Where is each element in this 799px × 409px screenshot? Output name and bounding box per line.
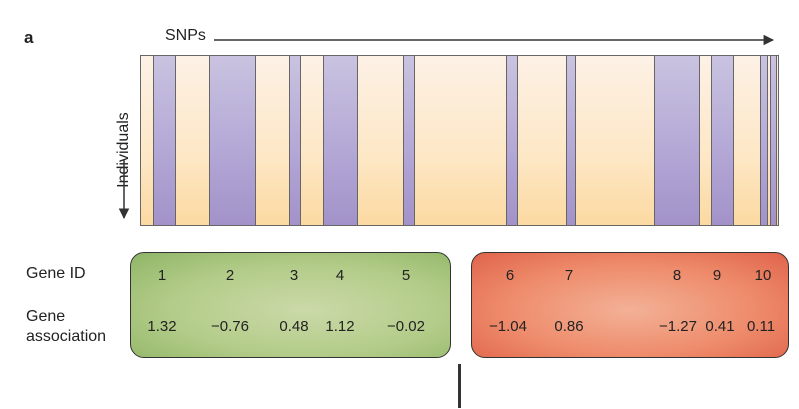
positive-gene-group — [130, 252, 451, 358]
panel-label: a — [24, 28, 34, 47]
gene-id-5: 5 — [401, 267, 411, 284]
connector-line — [458, 364, 461, 408]
gene-association-1: 1.32 — [147, 318, 177, 335]
gene-association-label-line2: association — [26, 328, 107, 345]
snp-band-gene-1 — [153, 56, 176, 225]
gene-id-8: 8 — [672, 267, 682, 284]
gene-id-1: 1 — [157, 267, 167, 284]
snp-band-gene-10a — [760, 56, 768, 225]
gene-association-2: −0.76 — [211, 318, 249, 335]
snp-band-gene-8 — [654, 56, 700, 225]
snp-band-gene-9 — [711, 56, 734, 225]
gene-id-9: 9 — [712, 267, 722, 284]
gene-id-7: 7 — [564, 267, 574, 284]
gene-association-10: 0.11 — [746, 318, 776, 335]
gene-association-label-line1: Gene — [26, 308, 66, 325]
gene-id-6: 6 — [505, 267, 515, 284]
gene-association-7: 0.86 — [554, 318, 584, 335]
snp-band-gene-2 — [209, 56, 256, 225]
gene-association-5: −0.02 — [387, 318, 425, 335]
gene-id-3: 3 — [289, 267, 299, 284]
snp-band-gene-5 — [403, 56, 415, 225]
gene-association-8: −1.27 — [659, 318, 697, 335]
snp-band-gene-10b — [770, 56, 777, 225]
snp-band-gene-3 — [289, 56, 301, 225]
snp-band-gene-6 — [506, 56, 518, 225]
negative-gene-group — [471, 252, 789, 358]
gene-id-4: 4 — [335, 267, 345, 284]
gene-association-9: 0.41 — [705, 318, 735, 335]
snp-band-gene-4 — [323, 56, 358, 225]
snps-axis-label: SNPs — [165, 27, 206, 44]
gene-association-3: 0.48 — [279, 318, 309, 335]
genotype-matrix — [140, 55, 779, 226]
gene-id-label: Gene ID — [26, 265, 86, 282]
gene-association-6: −1.04 — [489, 318, 527, 335]
gene-id-10: 10 — [754, 267, 772, 284]
snp-band-gene-7 — [566, 56, 576, 225]
gene-id-2: 2 — [225, 267, 235, 284]
gene-association-4: 1.12 — [325, 318, 355, 335]
